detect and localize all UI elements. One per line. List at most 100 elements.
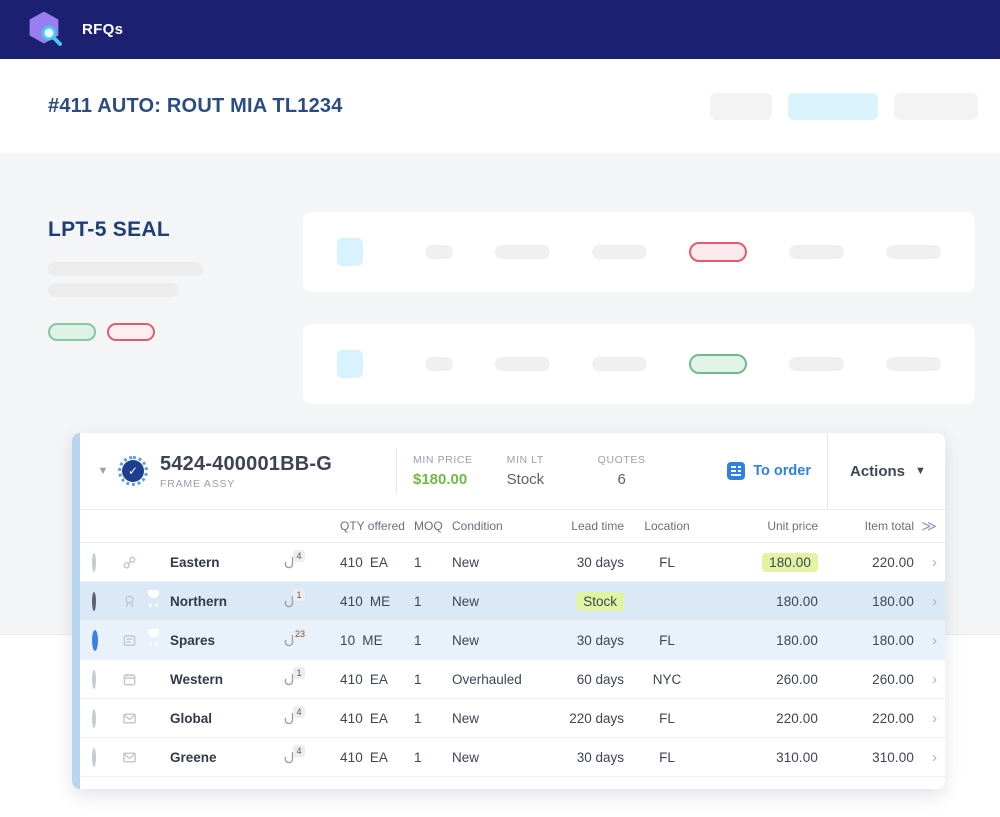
quotes-table-header: QTY offered MOQ Condition Lead time Loca… bbox=[80, 510, 945, 543]
unit-price-value: 180.00 bbox=[776, 593, 818, 609]
caret-down-icon: ▼ bbox=[915, 465, 926, 477]
quote-row[interactable]: Eastern 4 410 EA 1 New 30 days FL 180.00 … bbox=[80, 543, 945, 582]
uom-value: EA bbox=[369, 710, 389, 726]
app-title: RFQs bbox=[82, 21, 124, 38]
unit-price-value: 180.00 bbox=[762, 552, 818, 572]
row-chevron-icon[interactable]: › bbox=[932, 592, 937, 610]
item-total-value: 260.00 bbox=[872, 671, 914, 687]
condition-value: New bbox=[452, 710, 480, 726]
quote-count-badge: 1 bbox=[293, 589, 305, 601]
row-chevron-icon[interactable]: › bbox=[932, 631, 937, 649]
to-order-button[interactable]: To order bbox=[727, 462, 811, 480]
row-chevron-icon[interactable]: › bbox=[932, 748, 937, 766]
moq-value: 1 bbox=[414, 593, 422, 609]
part-description: FRAME ASSY bbox=[160, 477, 236, 490]
card-accent-stripe bbox=[72, 433, 80, 789]
quote-count-indicator: 4 bbox=[284, 550, 314, 572]
location-value: FL bbox=[659, 554, 675, 570]
item-total-value: 310.00 bbox=[872, 749, 914, 765]
col-moq: MOQ bbox=[414, 519, 443, 533]
header-placeholder-button-1[interactable] bbox=[710, 93, 772, 120]
actions-dropdown[interactable]: Actions ▼ bbox=[827, 433, 931, 509]
part-quotes-card: ▼ ✓ 5424-400001BB-G FRAME ASSY MIN PRICE… bbox=[72, 433, 945, 789]
header-placeholder-button-2[interactable] bbox=[894, 93, 978, 120]
quote-row[interactable]: Global 4 410 EA 1 New 220 days FL 220.00 … bbox=[80, 699, 945, 738]
envelope-icon bbox=[122, 749, 138, 765]
collapse-chevron-icon[interactable]: ▼ bbox=[97, 465, 109, 477]
quotes-table-body: Eastern 4 410 EA 1 New 30 days FL 180.00 … bbox=[80, 543, 945, 777]
skeleton-avatar bbox=[337, 238, 363, 266]
quote-radio[interactable] bbox=[92, 669, 96, 689]
status-pill-red[interactable] bbox=[107, 323, 155, 341]
skeleton-quote-card bbox=[303, 212, 975, 292]
skeleton-cell bbox=[425, 357, 453, 371]
item-total-value: 220.00 bbox=[872, 710, 914, 726]
skeleton-cell bbox=[886, 245, 941, 259]
skeleton-quote-card bbox=[303, 324, 975, 404]
quote-row[interactable]: Greene 4 410 EA 1 New 30 days FL 310.00 3… bbox=[80, 738, 945, 777]
status-pill-green[interactable] bbox=[48, 323, 96, 341]
quote-radio[interactable] bbox=[92, 747, 96, 767]
link-icon bbox=[122, 554, 138, 570]
expand-columns-icon[interactable]: ≫ bbox=[921, 518, 937, 535]
row-chevron-icon[interactable]: › bbox=[932, 709, 937, 727]
condition-value: New bbox=[452, 632, 480, 648]
stat-quotes: QUOTES 6 bbox=[595, 454, 649, 488]
quote-radio[interactable] bbox=[92, 708, 96, 728]
skeleton-pill-green[interactable] bbox=[689, 354, 747, 374]
unit-price-value: 260.00 bbox=[776, 671, 818, 687]
hook-icon bbox=[284, 634, 296, 649]
skeleton-cell bbox=[425, 245, 453, 259]
col-location: Location bbox=[644, 519, 690, 533]
skeleton-pill-red[interactable] bbox=[689, 242, 747, 262]
quote-radio[interactable] bbox=[92, 552, 96, 572]
vendor-name: Global bbox=[170, 710, 213, 726]
lead-time-value: Stock bbox=[576, 591, 624, 611]
location-value: FL bbox=[659, 632, 675, 648]
condition-value: New bbox=[452, 554, 480, 570]
row-chevron-icon[interactable]: › bbox=[932, 553, 937, 571]
item-total-value: 180.00 bbox=[872, 632, 914, 648]
item-total-value: 180.00 bbox=[872, 593, 914, 609]
unit-price-value: 180.00 bbox=[776, 632, 818, 648]
quote-row[interactable]: Western 1 410 EA 1 Overhauled 60 days NYC… bbox=[80, 660, 945, 699]
skeleton-cell bbox=[789, 245, 844, 259]
header-actions bbox=[710, 93, 978, 120]
qty-offered-value: 10 bbox=[340, 632, 356, 648]
hook-icon bbox=[284, 712, 296, 727]
condition-value: Overhauled bbox=[452, 671, 522, 687]
col-unit-price: Unit price bbox=[767, 519, 818, 533]
qty-offered-value: 410 bbox=[340, 671, 363, 687]
header-placeholder-button-primary[interactable] bbox=[788, 93, 878, 120]
quote-row[interactable]: Northern 1 410 ME 1 New Stock 180.00 180.… bbox=[80, 582, 945, 621]
vendor-name: Western bbox=[170, 671, 224, 687]
condition-value: New bbox=[452, 593, 480, 609]
min-price-value: $180.00 bbox=[413, 471, 468, 488]
quote-count-indicator: 4 bbox=[284, 706, 314, 728]
hook-icon bbox=[284, 595, 296, 610]
hook-icon bbox=[284, 556, 296, 571]
uom-value: ME bbox=[369, 593, 391, 609]
vendor-name: Spares bbox=[170, 632, 216, 648]
quote-radio[interactable] bbox=[92, 629, 98, 651]
quote-count-indicator: 1 bbox=[284, 589, 314, 611]
part-status-badge-icon: ✓ bbox=[118, 456, 148, 486]
col-item-total: Item total bbox=[864, 519, 914, 533]
min-lt-value: Stock bbox=[506, 471, 545, 488]
vendor-name: Eastern bbox=[170, 554, 220, 570]
lead-time-value: 220 days bbox=[569, 710, 624, 726]
envelope-icon bbox=[122, 710, 138, 726]
location-value: FL bbox=[659, 710, 675, 726]
uom-value: EA bbox=[369, 671, 389, 687]
unit-price-value: 310.00 bbox=[776, 749, 818, 765]
skeleton-cell bbox=[789, 357, 844, 371]
col-lead-time: Lead time bbox=[571, 519, 624, 533]
condition-value: New bbox=[452, 749, 480, 765]
col-condition: Condition bbox=[452, 519, 503, 533]
quote-row[interactable]: Spares 23 10 ME 1 New 30 days FL 180.00 1… bbox=[80, 621, 945, 660]
app-logo[interactable] bbox=[28, 11, 64, 48]
hook-icon bbox=[284, 751, 296, 766]
qty-offered-value: 410 bbox=[340, 749, 363, 765]
row-chevron-icon[interactable]: › bbox=[932, 670, 937, 688]
quote-radio[interactable] bbox=[92, 591, 96, 611]
